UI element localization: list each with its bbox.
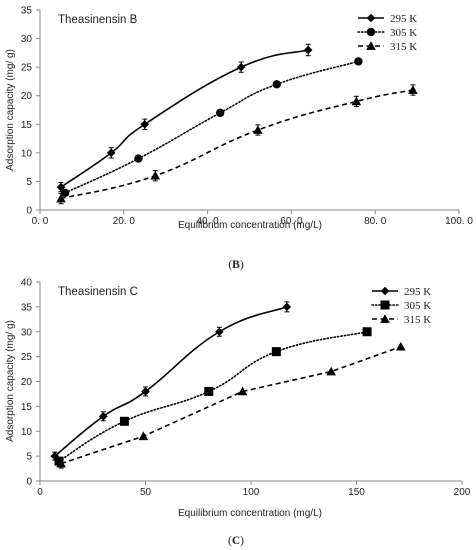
panel-c-series-0-point: [282, 302, 292, 312]
panel-c-ylabel: Adsorption capacity (mg/ g): [5, 320, 16, 442]
panel-b-legend-0-label: 295 K: [390, 13, 417, 25]
panel-c-annotation: Theasinensin C: [58, 286, 138, 298]
panel-b-series-0-line: [60, 49, 309, 188]
panel-c-ytick-label: 5: [26, 452, 32, 463]
panel-c-label-letter: C: [232, 535, 240, 547]
panel-c-series-2-line: [60, 345, 402, 465]
panel-b-label-letter: B: [232, 259, 240, 271]
panel-b-legend-1-label: 305 K: [390, 27, 417, 39]
panel-c-series-1-point: [362, 327, 372, 337]
panel-c-panel-label: (C): [228, 535, 244, 547]
panel-b-series-2-point: [408, 85, 418, 94]
panel-b-ytick-label: 15: [21, 120, 33, 131]
panel-b-series-0-point: [303, 45, 313, 55]
panel-b-series-2-point: [351, 96, 362, 106]
panel-b-series: [56, 43, 418, 205]
panel-c-chart: Theasinensin C Equilibrium concentration…: [5, 278, 471, 548]
panel-b-label-open: (: [228, 259, 232, 271]
panel-c-xtick-label: 50: [140, 487, 152, 498]
panel-c-legend-1-marker: [380, 300, 390, 310]
panel-b-ytick-label: 25: [21, 63, 33, 74]
panel-b-series-0-point: [236, 62, 246, 72]
panel-b-legend-2-label: 315 K: [390, 41, 417, 53]
panel-c-ytick-label: 20: [21, 377, 33, 388]
panel-c-legend-2-marker: [380, 314, 390, 323]
panel-c-legend-2-label: 315 K: [404, 314, 431, 326]
panel-b-ytick-label: 10: [21, 148, 33, 159]
panel-b-xtick-label: 80. 0: [364, 216, 387, 227]
panel-c-series-2-point: [237, 386, 248, 396]
panel-b-legend-0-marker: [366, 13, 376, 23]
panel-c-series-0-point: [99, 412, 108, 421]
panel-b-series-1-point: [354, 57, 363, 66]
panel-c-xtick-label: 150: [348, 487, 365, 498]
panel-b-series-1-point: [215, 108, 225, 118]
panel-c-legend: 295 K 305 K 315 K: [371, 286, 431, 326]
panel-b-xtick-label: 60. 0: [280, 216, 303, 227]
panel-b-xtick-label: 0. 0: [32, 216, 49, 227]
panel-c-series-2-point: [326, 366, 336, 376]
panel-b-series-1-point: [134, 154, 143, 163]
panel-c-series-1-point: [204, 386, 214, 396]
panel-b-xtick-label: 40. 0: [196, 216, 219, 227]
panel-c-label-open: (: [228, 535, 232, 547]
panel-c-series-2-point: [56, 458, 66, 468]
panel-c-series-0-line: [54, 306, 288, 457]
panel-c-ytick-label: 25: [21, 352, 33, 363]
panel-c-series-2-point: [138, 431, 149, 441]
panel-c-label-close: ): [240, 535, 244, 547]
panel-b-series-2-line: [60, 89, 414, 200]
panel-c-ytick-label: 35: [21, 302, 33, 313]
panel-b-series-2-point: [56, 193, 66, 203]
panel-c-ytick-label: 0: [26, 477, 32, 488]
panel-b-xlabel: Equilibrium concentration (mg/L): [178, 220, 322, 231]
panel-c-ytick-label: 10: [21, 427, 33, 438]
panel-c-xtick-label: 100: [243, 487, 260, 498]
panel-c-series-1-point: [119, 416, 129, 426]
panel-b-chart: Theasinensin B Equilibrium concentration…: [5, 6, 473, 272]
panel-b-ytick-label: 0: [26, 206, 32, 217]
panel-c-series-1-point: [271, 347, 281, 357]
panel-c-series-1-point: [54, 456, 64, 466]
panel-b-xtick-label: 100. 0: [445, 216, 473, 227]
panel-c-series-2-point: [396, 341, 406, 351]
panel-b-ylabel: Adsorption capacity (mg/ g): [5, 49, 16, 171]
panel-c-xtick-label: 0: [37, 487, 43, 498]
panel-c-legend-0-marker: [380, 286, 390, 296]
panel-b-ytick-label: 30: [21, 34, 33, 45]
panel-b-annotation: Theasinensin B: [58, 14, 138, 26]
panel-b-ytick-label: 35: [21, 6, 33, 17]
panel-c-legend-0-label: 295 K: [404, 286, 431, 298]
panel-b-ticks: 0 5 10 15 20 25 30 35 0. 0 20. 0 40. 0 60. 0 80. 0 10…: [21, 6, 473, 228]
panel-c-series-1-line: [58, 330, 368, 462]
panel-b-series-1-point: [272, 80, 281, 89]
panel-c-legend-1-label: 305 K: [404, 300, 431, 312]
panel-b-legend-2-marker: [366, 41, 376, 50]
panel-c-ytick-label: 30: [21, 327, 33, 338]
panel-b-label-close: ): [240, 259, 244, 271]
panel-b-series-1-point: [60, 188, 70, 198]
panel-b-legend: 295 K 305 K 315 K: [357, 13, 417, 53]
panel-b-series-0-point: [106, 148, 116, 158]
panel-c-ytick-label: 15: [21, 402, 33, 413]
panel-c-series-0-point: [141, 387, 150, 396]
panel-c-series: [50, 301, 406, 469]
panel-b-series-0-point: [140, 119, 150, 129]
panel-b-ytick-label: 20: [21, 91, 33, 102]
panel-b-series-2-point: [253, 125, 263, 134]
panel-c-xtick-label: 200: [454, 487, 471, 498]
panel-c-ticks: 0 5 10 15 20 25 30 35 40 0 50 100 150 200: [21, 278, 471, 499]
panel-b-panel-label: (B): [228, 259, 244, 271]
panel-b-xtick-label: 20. 0: [113, 216, 136, 227]
panel-c-ytick-label: 40: [21, 278, 33, 289]
panel-b-ytick-label: 5: [26, 177, 32, 188]
panel-b-series-2-point: [150, 170, 161, 180]
panel-c-series-0-point: [215, 327, 224, 337]
panel-c-xlabel: Equilibrium concentration (mg/L): [178, 508, 322, 519]
panel-b-legend-1-marker: [366, 27, 376, 37]
